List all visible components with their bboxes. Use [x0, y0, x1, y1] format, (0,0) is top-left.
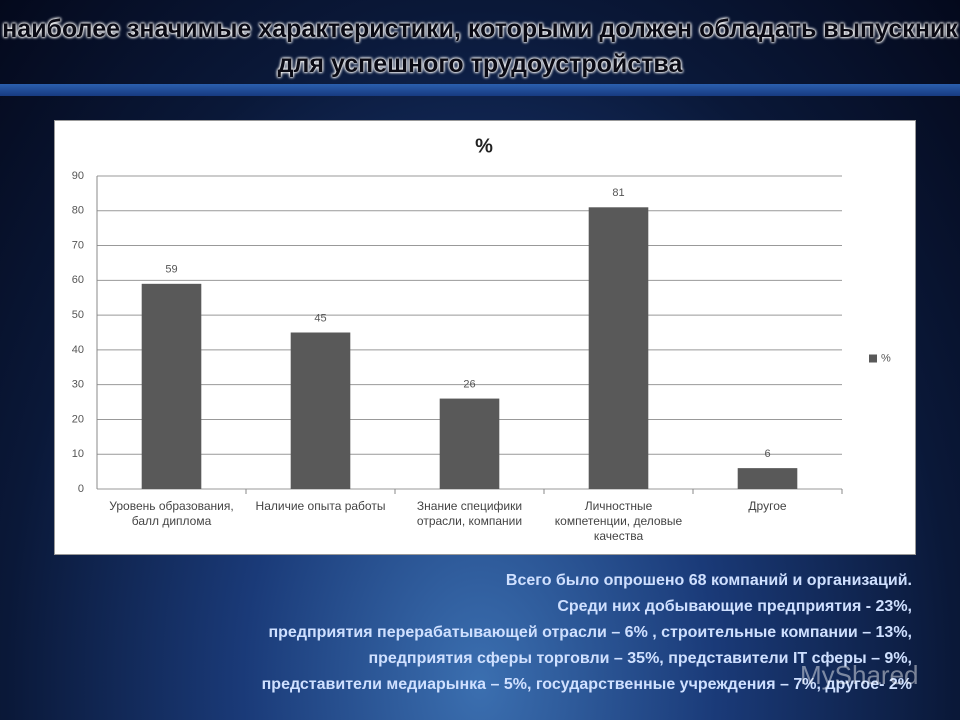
bar	[141, 283, 202, 489]
watermark: MyShared	[800, 660, 919, 690]
note-line: Всего было опрошено 68 компаний и органи…	[505, 572, 912, 589]
x-tick-label: Наличие опыта работы	[255, 499, 386, 513]
y-tick-label: 60	[72, 274, 84, 286]
y-tick-label: 70	[72, 239, 84, 251]
y-tick-label: 0	[78, 483, 84, 495]
y-tick-label: 40	[72, 344, 84, 356]
bar	[290, 332, 351, 489]
x-tick-label: Знание специфики отрасли, компании	[416, 499, 523, 528]
value-label: 45	[314, 312, 326, 324]
bar	[588, 207, 649, 490]
note-line: Среди них добывающие предприятия - 23%,	[557, 598, 912, 615]
value-label: 26	[463, 378, 475, 390]
note-line: предприятия перерабатывающей отрасли – 6…	[268, 624, 912, 641]
notes: Всего было опрошено 68 компаний и органи…	[262, 568, 912, 698]
y-tick-label: 50	[72, 309, 84, 321]
value-label: 59	[165, 264, 177, 276]
y-tick-label: 90	[72, 170, 84, 182]
x-tick-label: Уровень образования, балл диплома	[109, 499, 234, 528]
note-line: представители медиарынка – 5%, государст…	[261, 676, 912, 693]
note-line: предприятия сферы торговли – 35%, предст…	[368, 650, 912, 667]
slide-title: наиболее значимые характеристики, которы…	[2, 15, 958, 78]
x-tick-label: Личностные компетенции, деловые качества	[554, 499, 683, 543]
y-tick-label: 80	[72, 205, 84, 217]
legend-swatch	[869, 354, 877, 363]
bar	[737, 468, 798, 489]
value-label: 6	[764, 448, 770, 460]
legend-label: %	[881, 352, 891, 364]
y-tick-label: 30	[72, 379, 84, 391]
bar	[439, 398, 500, 489]
x-tick-label: Другое	[748, 499, 787, 513]
y-tick-label: 20	[72, 413, 84, 425]
stripe	[0, 84, 960, 96]
y-tick-label: 10	[72, 448, 84, 460]
value-label: 81	[612, 187, 624, 199]
chart-title: %	[475, 135, 493, 157]
